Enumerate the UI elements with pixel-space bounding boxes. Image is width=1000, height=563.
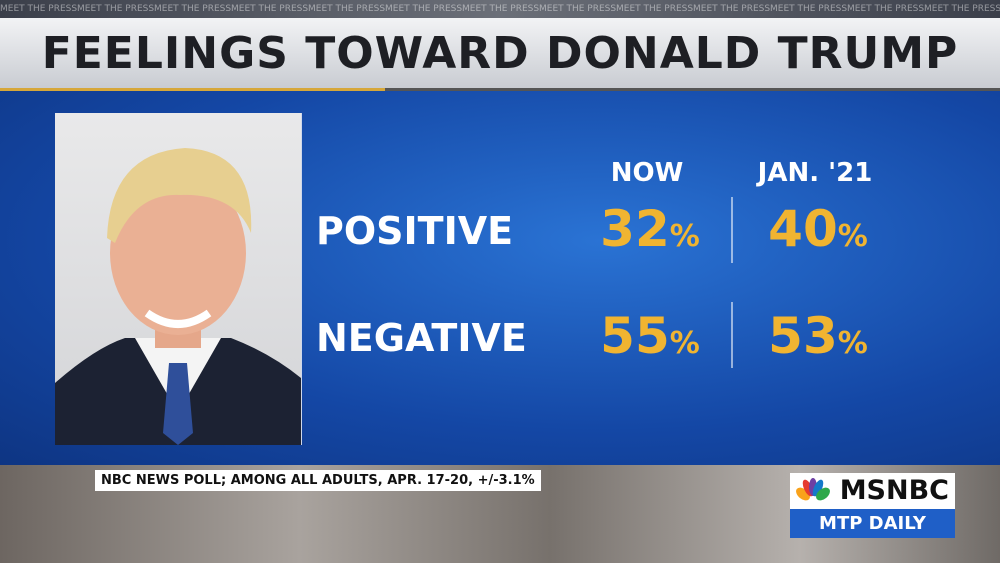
value: 40	[768, 200, 838, 258]
unit: %	[669, 219, 700, 254]
unit: %	[669, 326, 700, 361]
strip-text: MEET THE PRESS	[847, 4, 925, 14]
title-bar: FEELINGS TOWARD DONALD TRUMP	[0, 18, 1000, 88]
strip-text: MEET THE PRESS	[385, 4, 463, 14]
strip-text: MEET THE PRESS	[693, 4, 771, 14]
unit: %	[837, 326, 868, 361]
column-header: NOW	[610, 158, 684, 188]
row-label: POSITIVE	[316, 209, 514, 253]
portrait	[55, 148, 301, 445]
value-cell: 55%	[565, 307, 735, 365]
strip-text: MEET THE PRESS	[308, 4, 386, 14]
logo: MSNBC MTP DAILY	[790, 473, 955, 538]
column-header: JAN. '21	[757, 158, 873, 188]
divider	[731, 197, 733, 263]
accent-line	[0, 88, 385, 91]
strip-text: MEET THE PRESS	[616, 4, 694, 14]
strip-text: MEET THE PRESS	[77, 4, 155, 14]
row-label: NEGATIVE	[316, 316, 527, 360]
value-cell: 40%	[733, 200, 903, 258]
value-cell: 32%	[565, 200, 735, 258]
source-note: NBC NEWS POLL; AMONG ALL ADULTS, APR. 17…	[95, 470, 541, 491]
title: FEELINGS TOWARD DONALD TRUMP	[41, 28, 959, 79]
strip-text: MEET THE PRESS	[539, 4, 617, 14]
divider	[731, 302, 733, 368]
show-name: MTP DAILY	[790, 509, 955, 538]
strip-text: MEET THE PRESS	[231, 4, 309, 14]
strip-text: MEET THE PRESS	[924, 4, 1000, 14]
photo	[55, 113, 302, 445]
peacock	[796, 478, 830, 501]
value: 55	[600, 307, 670, 365]
strip-text: MEET THE PRESS	[0, 4, 78, 14]
top-strip: MEET THE PRESSMEET THE PRESSMEET THE PRE…	[0, 0, 1000, 18]
strip-text: MEET THE PRESS	[770, 4, 848, 14]
strip-text: MEET THE PRESS	[154, 4, 232, 14]
value-cell: 53%	[733, 307, 903, 365]
unit: %	[837, 219, 868, 254]
value: 32	[600, 200, 670, 258]
value: 53	[768, 307, 838, 365]
strip-text: MEET THE PRESS	[462, 4, 540, 14]
